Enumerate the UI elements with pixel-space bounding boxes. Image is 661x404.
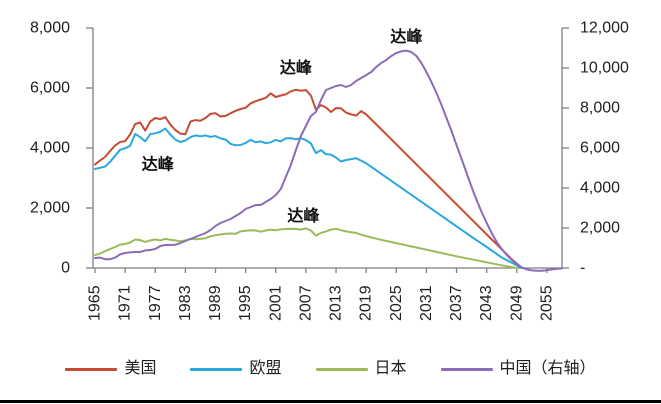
chart-legend: 美国 欧盟 日本 中国（右轴） (0, 352, 661, 386)
x-axis-tick-label: 2031 (418, 285, 435, 321)
x-axis-tick-label: 1995 (237, 285, 254, 321)
peak-annotation: 达峰 (390, 27, 423, 46)
series-us-line (94, 88, 523, 269)
right-axis-tick-label: - (580, 260, 585, 277)
x-axis-tick-label: 2049 (508, 285, 525, 321)
legend-swatch-eu (190, 367, 243, 371)
right-axis-tick-label: 2,000 (580, 220, 620, 237)
x-axis-tick-label: 2055 (538, 285, 555, 321)
peak-annotation: 达峰 (287, 206, 320, 225)
right-axis-tick-label: 6,000 (580, 140, 620, 157)
legend-item-us: 美国 (65, 361, 156, 377)
series-china-line (94, 49, 563, 272)
left-axis-tick-label: 6,000 (30, 80, 70, 97)
series-japan-line (94, 227, 518, 269)
legend-swatch-japan (315, 367, 368, 371)
bottom-divider (0, 400, 661, 403)
emissions-line-chart: 0 2,000 4,000 6,000 8,000 - 2,000 4,000 6,000 8,0… (30, 20, 629, 322)
right-axis-tick-label: 10,000 (580, 60, 629, 77)
x-axis-tick-label: 2043 (478, 285, 495, 321)
legend-swatch-china (440, 367, 493, 371)
right-axis-tick-label: 4,000 (580, 180, 620, 197)
peak-annotation: 达峰 (280, 58, 313, 77)
legend-label-eu: 欧盟 (249, 360, 282, 377)
x-axis-tick-label: 2007 (297, 285, 314, 321)
peak-annotation: 达峰 (142, 155, 175, 174)
x-axis-tick-label: 2019 (358, 285, 375, 321)
left-axis-tick-label: 4,000 (30, 140, 70, 157)
x-axis-tick-label: 1983 (177, 285, 194, 321)
legend-item-eu: 欧盟 (190, 360, 282, 377)
legend-label-us: 美国 (124, 360, 157, 377)
series-eu-line (94, 127, 523, 269)
legend-label-china: 中国（右轴） (499, 360, 596, 377)
x-axis-tick-label: 1977 (147, 285, 164, 321)
x-axis-tick-label: 2013 (328, 285, 345, 321)
right-axis-tick-label: 12,000 (580, 20, 629, 37)
left-axis-tick-label: 0 (61, 260, 70, 277)
legend-label-japan: 日本 (374, 360, 407, 377)
right-axis-tick-label: 8,000 (580, 100, 620, 117)
x-axis-tick-label: 1971 (117, 285, 134, 321)
x-axis-tick-label: 2001 (267, 285, 284, 321)
x-axis-tick-label: 2037 (448, 285, 465, 321)
x-axis-tick-label: 1989 (207, 285, 224, 321)
x-axis-tick-label: 1965 (87, 285, 104, 321)
left-axis-tick-label: 2,000 (30, 200, 70, 217)
legend-swatch-us (65, 367, 118, 371)
legend-item-japan: 日本 (315, 360, 407, 377)
legend-item-china: 中国（右轴） (440, 360, 596, 377)
left-axis-tick-label: 8,000 (30, 20, 70, 37)
x-axis-tick-label: 2025 (388, 285, 405, 321)
